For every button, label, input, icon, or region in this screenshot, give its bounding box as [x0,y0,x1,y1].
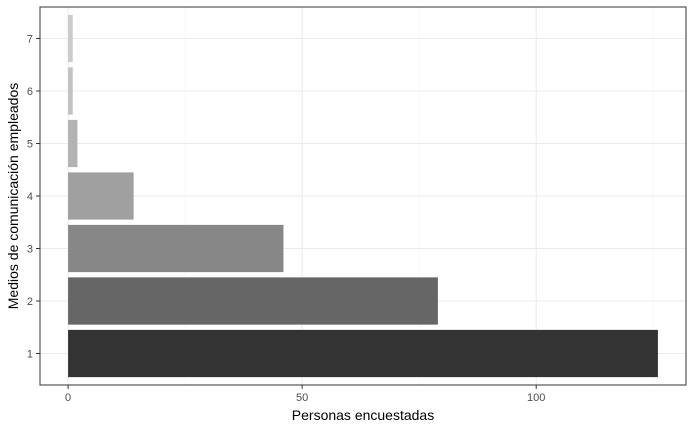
y-tick-label: 3 [27,244,33,256]
bar-4 [68,172,134,220]
bar-1 [68,329,658,378]
bar-2 [68,277,438,325]
bar-6 [68,67,73,115]
bar-3 [68,224,284,273]
bar-7 [68,14,73,63]
y-tick-label: 4 [27,191,33,203]
bar-5 [68,119,78,168]
y-tick-label: 2 [27,296,33,308]
y-tick-label: 1 [27,349,33,361]
bars [68,14,658,378]
x-tick-label: 0 [65,392,71,404]
x-axis: 0 50 100 [65,385,545,404]
x-tick-label: 50 [296,392,308,404]
x-axis-title: Personas encuestadas [292,407,434,423]
y-tick-label: 6 [27,86,33,98]
y-axis-title: Medios de comunicación empleados [5,83,21,309]
y-axis: 1 2 3 4 5 6 7 [27,34,40,361]
y-tick-label: 5 [27,139,33,151]
x-tick-label: 100 [527,392,545,404]
y-tick-label: 7 [27,34,33,46]
